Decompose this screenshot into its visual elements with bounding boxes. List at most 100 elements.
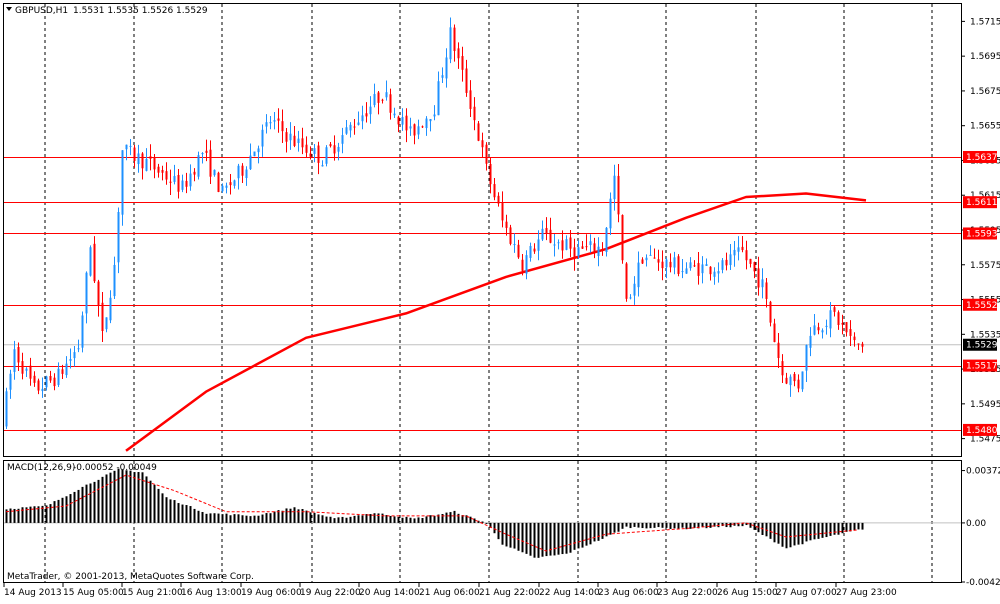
level-tag-box <box>963 423 997 436</box>
candle-body <box>281 121 284 132</box>
price-tick-label: 1.5575 <box>970 261 1000 271</box>
time-tick-label: 27 Aug 23:00 <box>836 588 897 598</box>
candle-body <box>393 113 396 116</box>
candle-body <box>533 248 536 252</box>
macd-bar <box>657 522 660 528</box>
macd-bar <box>33 506 36 523</box>
macd-bar <box>837 522 840 535</box>
candle-body <box>705 264 708 266</box>
candle-body <box>109 297 112 321</box>
macd-bar <box>517 522 520 551</box>
macd-bar <box>205 513 208 523</box>
candle-body <box>29 365 32 379</box>
macd-bar <box>41 505 44 523</box>
macd-bar <box>357 515 360 523</box>
candle-body <box>37 380 40 391</box>
candle-body <box>353 126 356 128</box>
macd-panel[interactable] <box>3 460 962 583</box>
level-tag-2: 1.5593 <box>963 227 998 240</box>
macd-bar <box>437 514 440 523</box>
macd-bar <box>217 513 220 523</box>
macd-tick-label: 0.00 <box>966 519 986 529</box>
candle-body <box>417 126 420 135</box>
macd-bar <box>145 476 148 523</box>
candle-body <box>181 180 184 190</box>
candle-body <box>757 268 760 288</box>
candle-body <box>593 243 596 253</box>
candle-body <box>817 327 820 331</box>
macd-bar <box>773 522 776 543</box>
candle-body <box>5 391 8 427</box>
candle-body <box>477 123 480 141</box>
candle-body <box>201 153 204 155</box>
moving-average-line <box>125 192 867 452</box>
candle-body <box>545 227 548 234</box>
macd-bar <box>477 520 480 523</box>
macd-bar <box>585 522 588 546</box>
candle-body <box>737 247 740 252</box>
candle-body <box>801 371 804 390</box>
candle-body <box>377 92 380 103</box>
candle-body <box>49 375 52 381</box>
candle-body <box>797 379 800 389</box>
time-tick-label: 16 Aug 13:00 <box>181 588 242 598</box>
macd-bar <box>849 522 852 532</box>
candle-body <box>121 150 124 215</box>
macd-bar <box>213 513 216 523</box>
macd-bar <box>293 507 296 523</box>
macd-bar <box>333 518 336 523</box>
candle-body <box>309 153 312 157</box>
candle-body <box>253 151 256 157</box>
macd-bar <box>181 504 184 523</box>
candle-body <box>17 347 20 363</box>
time-tick-label: 26 Aug 15:00 <box>717 588 778 598</box>
candle-body <box>673 257 676 268</box>
candle-body <box>473 106 476 121</box>
candle-body <box>101 302 104 331</box>
candle-body <box>413 124 416 136</box>
candle-body <box>541 228 544 240</box>
macd-bar <box>269 513 272 523</box>
price-tick-label: 1.5655 <box>970 122 1000 132</box>
candle-body <box>653 257 656 259</box>
macd-bar <box>197 510 200 523</box>
macd-bar <box>297 509 300 523</box>
price-tick-label: 1.5715 <box>970 17 1000 27</box>
price-tick-label: 1.5495 <box>970 400 1000 410</box>
time-tick-label: 22 Aug 14:00 <box>539 588 600 598</box>
candle-body <box>65 363 68 376</box>
candle-body <box>601 249 604 251</box>
macd-bar <box>265 513 268 523</box>
macd-bar <box>153 484 156 523</box>
candle-body <box>13 349 16 372</box>
candle-body <box>217 172 220 192</box>
macd-bar <box>593 522 596 542</box>
candle-body <box>409 126 412 129</box>
macd-tick-label: 0.00372 <box>966 467 1000 477</box>
macd-indicator-values: -0.00052 -0.00049 <box>73 463 157 473</box>
macd-bar <box>753 522 756 530</box>
candle-body <box>833 307 836 312</box>
price-tick-label: 1.5675 <box>970 87 1000 97</box>
macd-bar <box>373 513 376 523</box>
macd-bar <box>617 522 620 532</box>
macd-bar <box>37 506 40 523</box>
macd-bar <box>841 522 844 534</box>
candle-body <box>513 244 516 246</box>
candle-body <box>289 133 292 141</box>
candle-body <box>389 94 392 113</box>
candle-body <box>573 247 576 259</box>
macd-bar <box>701 522 704 528</box>
candle-body <box>565 239 568 250</box>
macd-bar <box>481 521 484 523</box>
candle-body <box>273 120 276 122</box>
macd-indicator-name: MACD(12,26,9) <box>7 463 75 473</box>
level-tag-label: 1.5517 <box>966 362 998 372</box>
chart-menu-triangle-icon[interactable] <box>6 7 12 11</box>
candle-body <box>681 271 684 273</box>
macd-bar <box>53 501 56 523</box>
macd-bar <box>129 470 132 523</box>
candle-body <box>549 229 552 243</box>
